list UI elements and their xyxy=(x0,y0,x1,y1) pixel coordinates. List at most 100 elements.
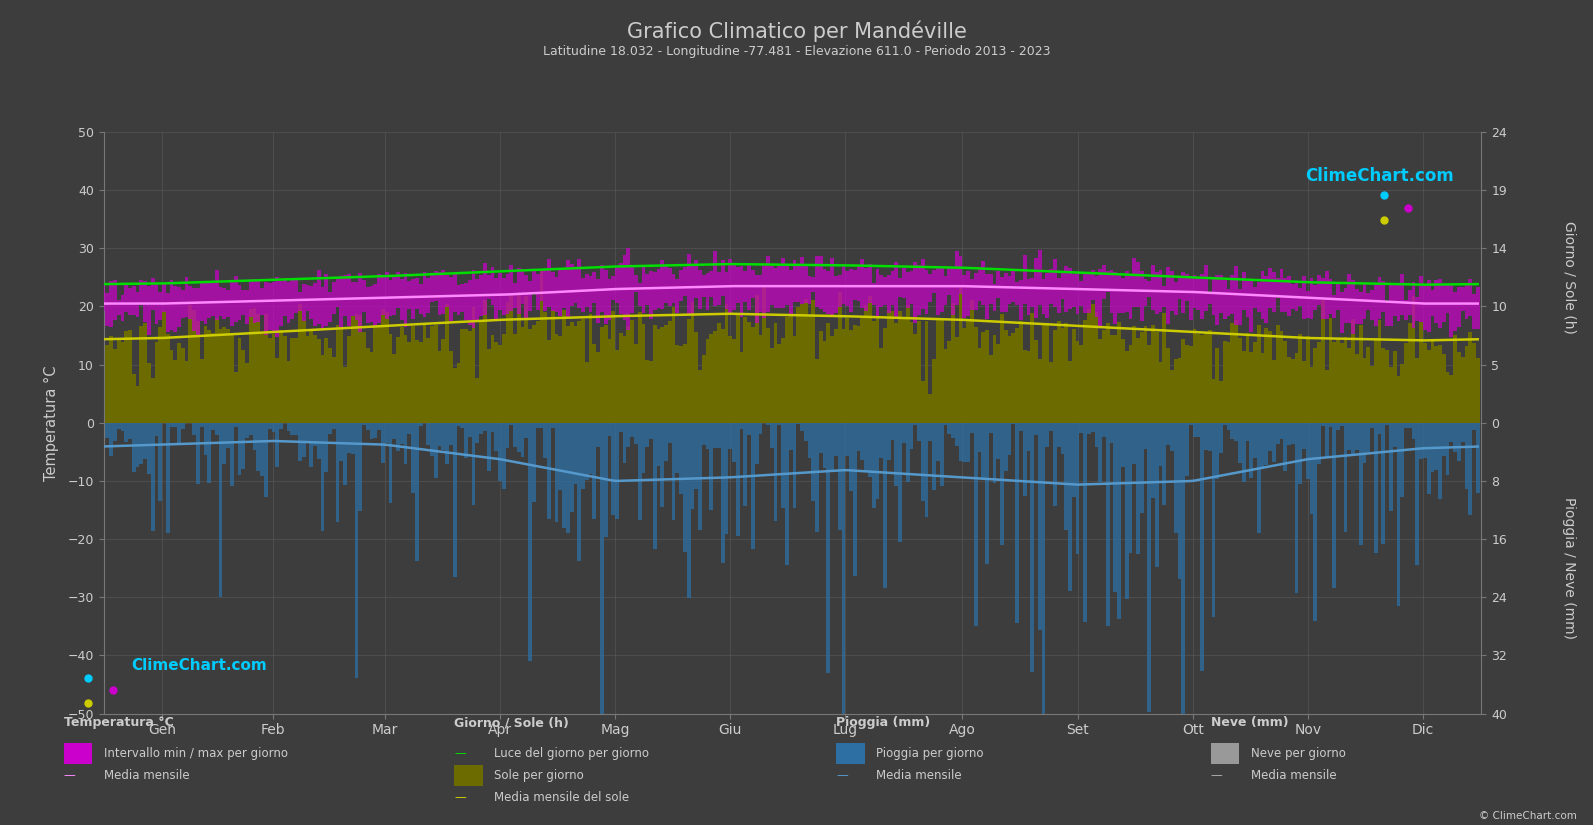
Bar xyxy=(1458,351,1461,422)
Bar xyxy=(521,328,524,422)
Bar xyxy=(1012,422,1015,424)
Bar xyxy=(1000,422,1004,545)
Bar xyxy=(339,276,342,329)
Bar xyxy=(1045,325,1050,422)
Bar xyxy=(135,422,140,467)
Bar xyxy=(1287,357,1290,422)
Bar xyxy=(1306,336,1309,422)
Bar xyxy=(1056,321,1061,422)
Bar xyxy=(328,348,331,422)
Bar xyxy=(672,422,675,520)
Bar xyxy=(841,329,846,422)
Bar xyxy=(577,320,581,422)
Bar xyxy=(887,275,890,313)
Bar xyxy=(212,282,215,316)
Bar xyxy=(132,286,135,315)
Bar xyxy=(325,422,328,472)
Bar xyxy=(151,422,155,531)
Bar xyxy=(499,422,502,481)
Bar xyxy=(1031,313,1034,422)
Bar xyxy=(1469,332,1472,422)
Bar xyxy=(785,266,789,305)
Bar xyxy=(1472,422,1475,430)
Bar xyxy=(902,422,906,443)
Bar xyxy=(1362,285,1367,319)
Bar xyxy=(408,342,411,422)
Bar xyxy=(271,422,276,431)
Bar xyxy=(260,334,264,422)
Bar xyxy=(237,422,242,475)
Bar xyxy=(604,422,607,537)
Bar xyxy=(589,422,593,474)
Bar xyxy=(1246,422,1249,441)
Bar xyxy=(626,327,631,422)
Bar xyxy=(596,279,601,323)
Bar xyxy=(532,422,535,502)
Bar xyxy=(1367,347,1370,422)
Bar xyxy=(709,271,714,297)
Bar xyxy=(1136,338,1141,422)
Bar xyxy=(769,422,774,448)
Bar xyxy=(559,422,562,489)
Bar xyxy=(706,422,709,449)
Bar xyxy=(763,287,766,422)
Bar xyxy=(1403,422,1408,428)
Bar xyxy=(951,422,954,438)
Bar xyxy=(430,326,433,422)
Bar xyxy=(460,329,464,422)
Bar xyxy=(378,325,381,422)
Bar xyxy=(913,262,918,323)
Bar xyxy=(559,269,562,316)
Bar xyxy=(1177,422,1182,579)
Bar xyxy=(551,309,554,422)
Bar xyxy=(1419,422,1423,459)
Bar xyxy=(804,266,808,303)
Bar xyxy=(1091,271,1094,300)
Bar xyxy=(347,422,350,454)
Bar xyxy=(1243,351,1246,422)
Bar xyxy=(1279,331,1284,422)
Bar xyxy=(1265,276,1268,323)
Bar xyxy=(177,287,182,327)
Bar xyxy=(865,422,868,472)
Bar xyxy=(1329,422,1332,427)
Bar xyxy=(1337,285,1340,310)
Bar xyxy=(370,286,373,323)
Bar xyxy=(698,270,703,309)
Bar xyxy=(218,329,223,422)
Bar xyxy=(984,331,989,422)
Bar xyxy=(1069,268,1072,309)
Bar xyxy=(1188,422,1193,425)
Bar xyxy=(683,422,687,552)
Bar xyxy=(543,271,546,310)
Bar xyxy=(1053,422,1056,506)
Bar xyxy=(846,422,849,456)
Bar xyxy=(890,271,894,305)
Bar xyxy=(1141,422,1144,512)
Bar xyxy=(1045,273,1050,318)
Bar xyxy=(1309,422,1314,514)
Bar xyxy=(264,282,268,335)
Bar xyxy=(1254,286,1257,309)
Bar xyxy=(397,337,400,422)
Bar xyxy=(1438,345,1442,422)
Bar xyxy=(301,320,306,422)
Bar xyxy=(1219,381,1223,422)
Bar xyxy=(460,422,464,428)
Bar xyxy=(177,422,182,443)
Bar xyxy=(1386,422,1389,425)
Bar xyxy=(827,422,830,673)
Bar xyxy=(667,321,672,422)
Bar xyxy=(736,422,739,536)
Bar xyxy=(309,422,314,467)
Bar xyxy=(132,422,135,472)
Bar xyxy=(155,422,158,436)
Bar xyxy=(1344,337,1348,422)
Bar xyxy=(1356,422,1359,450)
Bar xyxy=(444,304,449,422)
Bar xyxy=(317,339,320,422)
Bar xyxy=(1290,359,1295,422)
Bar xyxy=(631,422,634,437)
Bar xyxy=(487,275,491,299)
Bar xyxy=(1450,285,1453,337)
